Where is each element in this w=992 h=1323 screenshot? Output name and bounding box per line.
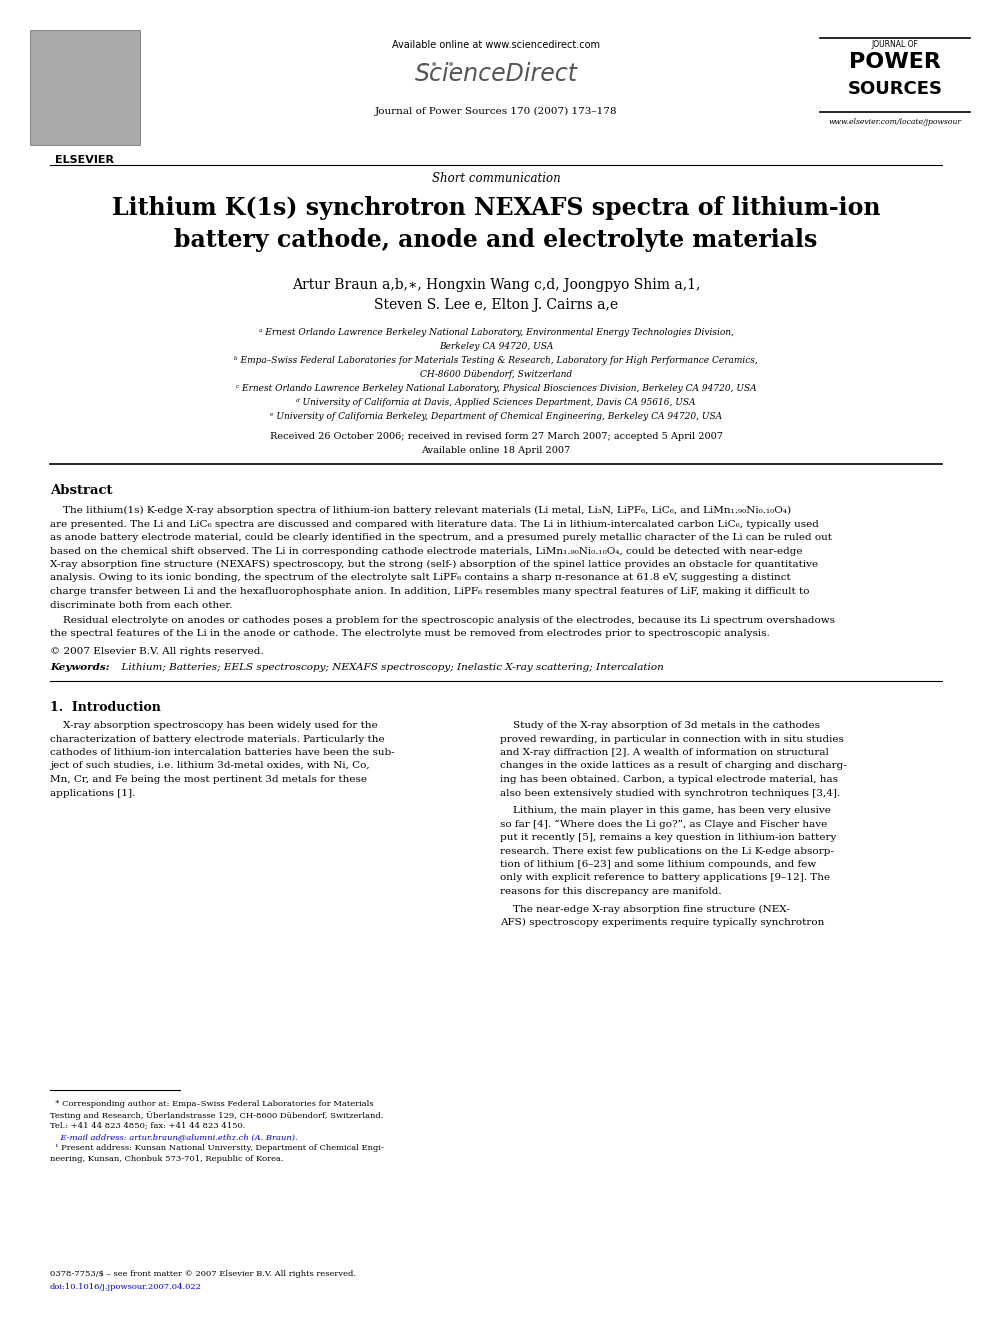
Text: X-ray absorption fine structure (NEXAFS) spectroscopy, but the strong (self-) ab: X-ray absorption fine structure (NEXAFS)… [50, 560, 818, 569]
Text: POWER: POWER [849, 52, 941, 71]
Text: •  •: • • [430, 58, 455, 71]
Text: ing has been obtained. Carbon, a typical electrode material, has: ing has been obtained. Carbon, a typical… [500, 775, 838, 785]
Bar [30, 30, 140, 146]
Text: discriminate both from each other.: discriminate both from each other. [50, 601, 232, 610]
Text: proved rewarding, in particular in connection with in situ studies: proved rewarding, in particular in conne… [500, 734, 844, 744]
Text: based on the chemical shift observed. The Li in corresponding cathode electrode : based on the chemical shift observed. Th… [50, 546, 803, 556]
Text: Study of the X-ray absorption of 3d metals in the cathodes: Study of the X-ray absorption of 3d meta… [500, 721, 820, 730]
Text: neering, Kunsan, Chonbuk 573-701, Republic of Korea.: neering, Kunsan, Chonbuk 573-701, Republ… [50, 1155, 284, 1163]
Text: ject of such studies, i.e. lithium 3d-metal oxides, with Ni, Co,: ject of such studies, i.e. lithium 3d-me… [50, 762, 370, 770]
Text: Lithium, the main player in this game, has been very elusive: Lithium, the main player in this game, h… [500, 806, 831, 815]
Text: * Corresponding author at: Empa–Swiss Federal Laboratories for Materials: * Corresponding author at: Empa–Swiss Fe… [50, 1099, 374, 1107]
Text: © 2007 Elsevier B.V. All rights reserved.: © 2007 Elsevier B.V. All rights reserved… [50, 647, 264, 656]
Text: Residual electrolyte on anodes or cathodes poses a problem for the spectroscopic: Residual electrolyte on anodes or cathod… [50, 617, 835, 624]
Text: Artur Braun a,b,∗, Hongxin Wang c,d, Joongpyo Shim a,1,: Artur Braun a,b,∗, Hongxin Wang c,d, Joo… [292, 278, 700, 292]
Text: CH-8600 Dübendorf, Switzerland: CH-8600 Dübendorf, Switzerland [420, 370, 572, 378]
Text: analysis. Owing to its ionic bonding, the spectrum of the electrolyte salt LiPF₆: analysis. Owing to its ionic bonding, th… [50, 573, 791, 582]
Text: ᵈ University of California at Davis, Applied Sciences Department, Davis CA 95616: ᵈ University of California at Davis, App… [297, 398, 695, 407]
Text: ᶜ Ernest Orlando Lawrence Berkeley National Laboratory, Physical Biosciences Div: ᶜ Ernest Orlando Lawrence Berkeley Natio… [236, 384, 756, 393]
Text: •: • [420, 60, 426, 70]
Text: cathodes of lithium-ion intercalation batteries have been the sub-: cathodes of lithium-ion intercalation ba… [50, 747, 395, 757]
Text: tion of lithium [6–23] and some lithium compounds, and few: tion of lithium [6–23] and some lithium … [500, 860, 816, 869]
Text: Lithium K(1s) synchrotron NEXAFS spectra of lithium-ion: Lithium K(1s) synchrotron NEXAFS spectra… [112, 196, 880, 220]
Text: ᵉ University of California Berkeley, Department of Chemical Engineering, Berkele: ᵉ University of California Berkeley, Dep… [270, 411, 722, 421]
Text: Abstract: Abstract [50, 484, 112, 497]
Text: applications [1].: applications [1]. [50, 789, 135, 798]
Text: ELSEVIER: ELSEVIER [56, 155, 114, 165]
Text: The lithium(1s) K-edge X-ray absorption spectra of lithium-ion battery relevant : The lithium(1s) K-edge X-ray absorption … [50, 505, 792, 515]
Text: Received 26 October 2006; received in revised form 27 March 2007; accepted 5 Apr: Received 26 October 2006; received in re… [270, 433, 722, 441]
Text: ScienceDirect: ScienceDirect [415, 62, 577, 86]
Text: ¹ Present address: Kunsan National University, Department of Chemical Engi-: ¹ Present address: Kunsan National Unive… [50, 1144, 384, 1152]
Text: www.elsevier.com/locate/jpowsour: www.elsevier.com/locate/jpowsour [828, 118, 961, 126]
Text: Keywords:: Keywords: [50, 663, 110, 672]
Text: also been extensively studied with synchrotron techniques [3,4].: also been extensively studied with synch… [500, 789, 840, 798]
Text: X-ray absorption spectroscopy has been widely used for the: X-ray absorption spectroscopy has been w… [50, 721, 378, 730]
Text: SOURCES: SOURCES [847, 79, 942, 98]
Text: The near-edge X-ray absorption fine structure (NEX-: The near-edge X-ray absorption fine stru… [500, 905, 790, 914]
Text: Berkeley CA 94720, USA: Berkeley CA 94720, USA [438, 343, 554, 351]
Text: battery cathode, anode and electrolyte materials: battery cathode, anode and electrolyte m… [175, 228, 817, 251]
Text: Lithium; Batteries; EELS spectroscopy; NEXAFS spectroscopy; Inelastic X-ray scat: Lithium; Batteries; EELS spectroscopy; N… [115, 663, 664, 672]
Text: E-mail address: artur.braun@alumni.ethz.ch (A. Braun).: E-mail address: artur.braun@alumni.ethz.… [50, 1132, 298, 1140]
Text: Available online 18 April 2007: Available online 18 April 2007 [422, 446, 570, 455]
Text: only with explicit reference to battery applications [9–12]. The: only with explicit reference to battery … [500, 873, 830, 882]
Text: 1.  Introduction: 1. Introduction [50, 701, 161, 714]
Text: charge transfer between Li and the hexafluorophosphate anion. In addition, LiPF₆: charge transfer between Li and the hexaf… [50, 587, 809, 595]
Text: characterization of battery electrode materials. Particularly the: characterization of battery electrode ma… [50, 734, 385, 744]
Text: ᵃ Ernest Orlando Lawrence Berkeley National Laboratory, Environmental Energy Tec: ᵃ Ernest Orlando Lawrence Berkeley Natio… [259, 328, 733, 337]
Text: Testing and Research, Überlandstrasse 129, CH-8600 Dübendorf, Switzerland.: Testing and Research, Überlandstrasse 12… [50, 1111, 383, 1121]
Text: changes in the oxide lattices as a result of charging and discharg-: changes in the oxide lattices as a resul… [500, 762, 847, 770]
Text: Journal of Power Sources 170 (2007) 173–178: Journal of Power Sources 170 (2007) 173–… [375, 107, 617, 116]
Text: Mn, Cr, and Fe being the most pertinent 3d metals for these: Mn, Cr, and Fe being the most pertinent … [50, 775, 367, 785]
Text: are presented. The Li and LiC₆ spectra are discussed and compared with literatur: are presented. The Li and LiC₆ spectra a… [50, 520, 818, 528]
Text: Steven S. Lee e, Elton J. Cairns a,e: Steven S. Lee e, Elton J. Cairns a,e [374, 298, 618, 312]
Text: the spectral features of the Li in the anode or cathode. The electrolyte must be: the spectral features of the Li in the a… [50, 630, 770, 639]
Text: Available online at www.sciencedirect.com: Available online at www.sciencedirect.co… [392, 40, 600, 50]
Text: as anode battery electrode material, could be clearly identified in the spectrum: as anode battery electrode material, cou… [50, 533, 832, 542]
Text: put it recently [5], remains a key question in lithium-ion battery: put it recently [5], remains a key quest… [500, 833, 836, 841]
Text: reasons for this discrepancy are manifold.: reasons for this discrepancy are manifol… [500, 886, 721, 896]
Text: doi:10.1016/j.jpowsour.2007.04.022: doi:10.1016/j.jpowsour.2007.04.022 [50, 1283, 202, 1291]
Text: 0378-7753/$ – see front matter © 2007 Elsevier B.V. All rights reserved.: 0378-7753/$ – see front matter © 2007 El… [50, 1270, 356, 1278]
Text: and X-ray diffraction [2]. A wealth of information on structural: and X-ray diffraction [2]. A wealth of i… [500, 747, 829, 757]
Text: ᵇ Empa–Swiss Federal Laboratories for Materials Testing & Research, Laboratory f: ᵇ Empa–Swiss Federal Laboratories for Ma… [234, 356, 758, 365]
Text: so far [4]. “Where does the Li go?”, as Claye and Fischer have: so far [4]. “Where does the Li go?”, as … [500, 819, 827, 828]
Text: Tel.: +41 44 823 4850; fax: +41 44 823 4150.: Tel.: +41 44 823 4850; fax: +41 44 823 4… [50, 1122, 245, 1130]
Text: research. There exist few publications on the Li K-edge absorp-: research. There exist few publications o… [500, 847, 834, 856]
Text: AFS) spectroscopy experiments require typically synchrotron: AFS) spectroscopy experiments require ty… [500, 918, 824, 927]
Text: Short communication: Short communication [432, 172, 560, 185]
Text: JOURNAL OF: JOURNAL OF [872, 40, 919, 49]
